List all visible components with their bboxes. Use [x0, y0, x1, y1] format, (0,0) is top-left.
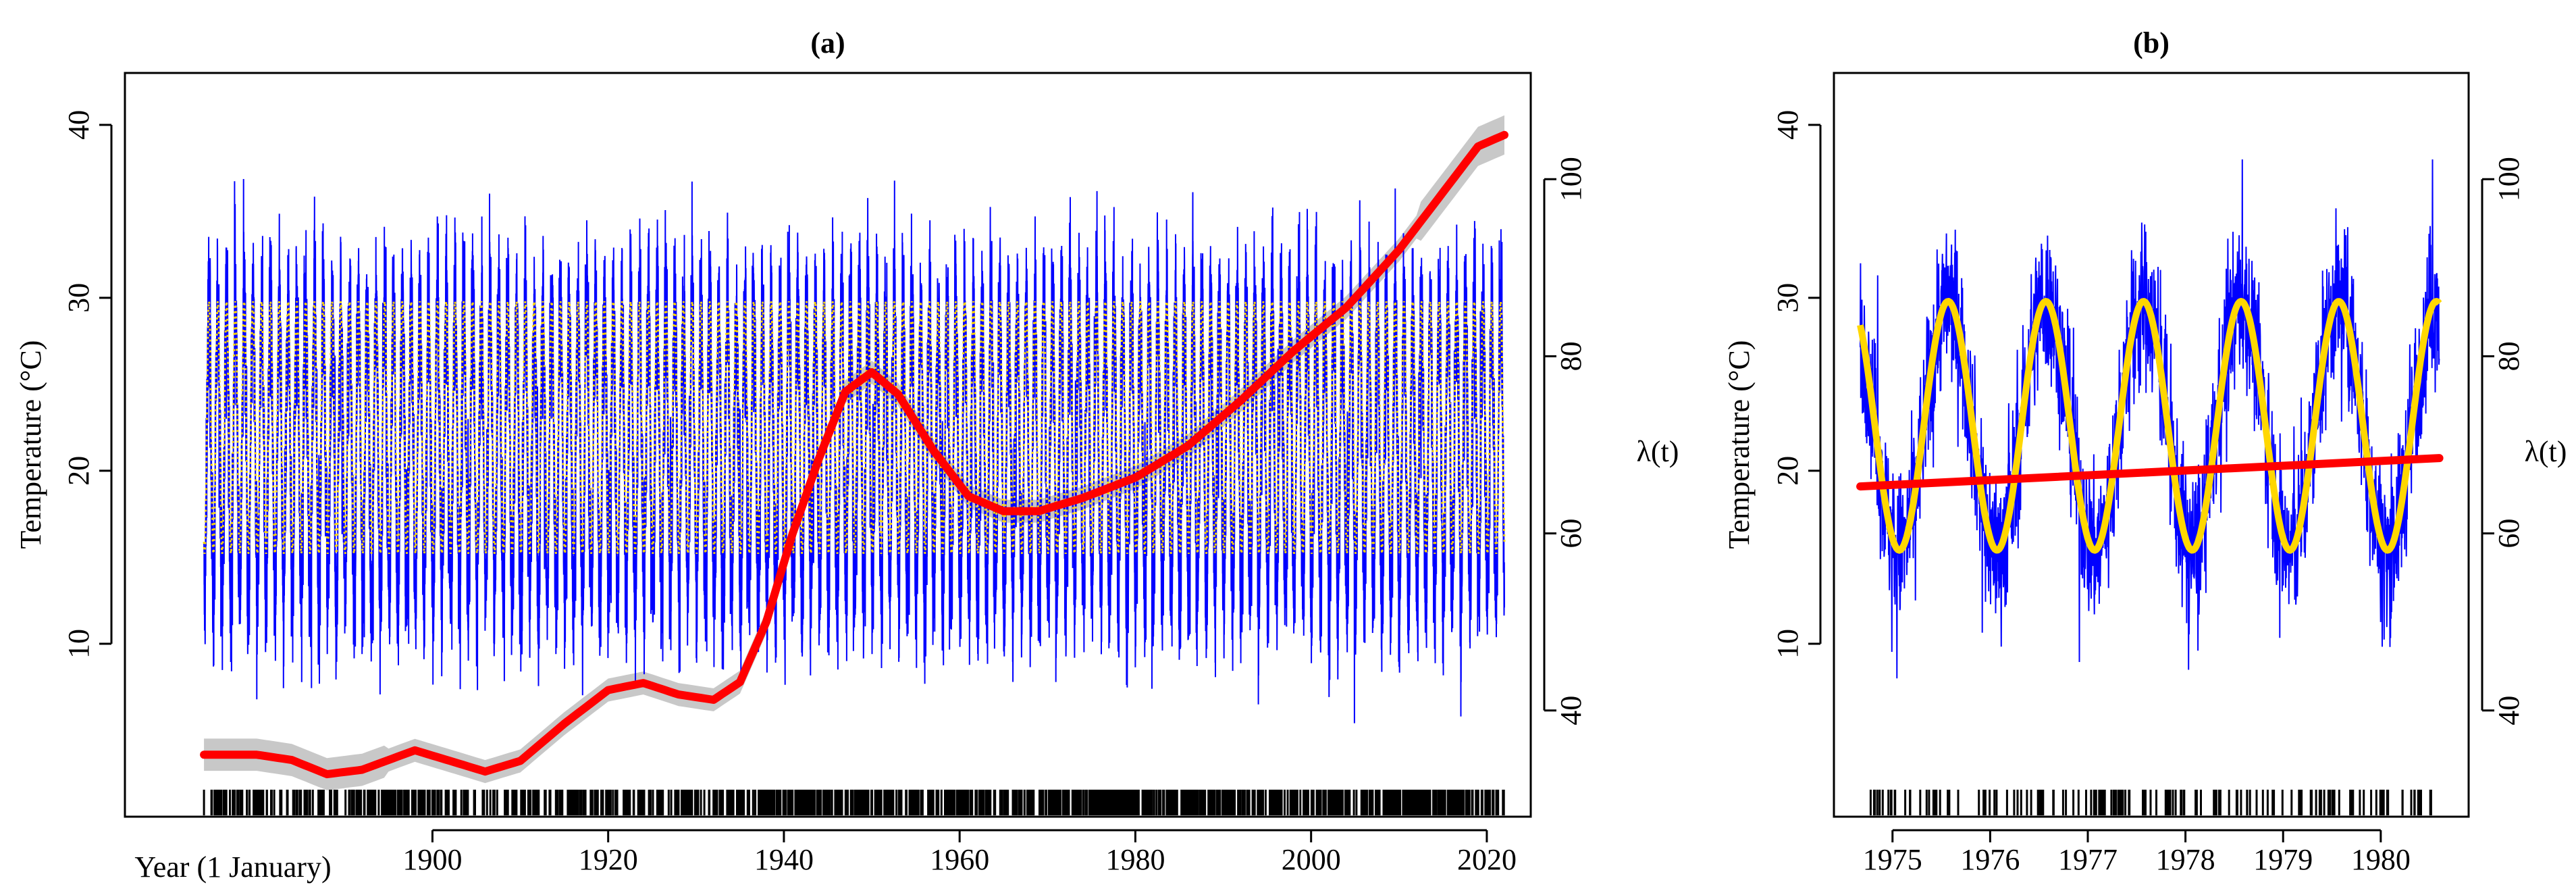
y-tick-label: 40 [1771, 110, 1804, 140]
lambda-line [1856, 454, 2444, 491]
panel-b-seasonal-fit-series [1857, 298, 2442, 554]
rug-ticks [203, 790, 1505, 815]
panel-b-y-axis: 10 20 30 40 [1771, 110, 1822, 659]
seasonal-fit-line [203, 301, 1506, 555]
y2-tick-label: 60 [2492, 519, 2525, 549]
panel-b-temperature-series [1860, 159, 2440, 679]
x-tick-label: 1920 [579, 843, 638, 876]
panel-a-x-label: Year (1 January) [134, 850, 331, 884]
y2-tick-label: 40 [1554, 696, 1587, 725]
panel-b-y-label: Temperature (°C) [1723, 340, 1756, 549]
x-tick-label: 2020 [1457, 843, 1517, 876]
y2-tick-label: 80 [2492, 341, 2525, 371]
panel-a: (a) 1900 1920 1940 1960 1980 2000 2020 10 20 30 4… [14, 26, 1679, 884]
rug-ticks [1869, 790, 2432, 815]
x-tick-label: 1975 [1863, 843, 1922, 876]
panel-a-title: (a) [810, 26, 845, 59]
panel-b-frame [1833, 72, 2470, 818]
panel-a-y2-label: λ(t) [1637, 435, 1679, 468]
panel-b-plot-area [1856, 159, 2444, 815]
panel-a-rug [203, 790, 1505, 815]
y-tick-label: 20 [62, 456, 95, 486]
x-tick-label: 1940 [754, 843, 814, 876]
panel-b: (b) 1975 1976 1977 1978 1979 1980 10 20 30 40 40… [1723, 26, 2567, 876]
seasonal-fit-line [1857, 298, 2442, 554]
panel-a-temperature-series [203, 178, 1505, 723]
panel-a-x-axis: 1900 1920 1940 1960 1980 2000 2020 [402, 829, 1517, 876]
x-tick-label: 1979 [2253, 843, 2313, 876]
y-tick-label: 40 [62, 110, 95, 140]
panel-b-lambda-series [1856, 454, 2444, 491]
panel-b-y2-axis: 40 60 80 100 [2481, 157, 2525, 725]
panel-a-plot-area [200, 115, 1508, 815]
y-tick-label: 10 [62, 629, 95, 659]
y2-tick-label: 40 [2492, 696, 2525, 725]
x-tick-label: 1976 [1960, 843, 2020, 876]
panel-a-frame [124, 72, 1532, 818]
y-tick-label: 30 [1771, 283, 1804, 313]
panel-b-x-axis: 1975 1976 1977 1978 1979 1980 [1863, 829, 2411, 876]
y-tick-label: 10 [1771, 629, 1804, 659]
x-tick-label: 1900 [402, 843, 462, 876]
panel-a-y-axis: 10 20 30 40 [62, 110, 113, 659]
panel-b-title: (b) [2133, 26, 2170, 59]
panel-b-y2-label: λ(t) [2525, 435, 2567, 468]
temperature-line [203, 178, 1505, 723]
panel-a-y2-axis: 40 60 80 100 [1543, 157, 1587, 725]
panel-a-y-label: Temperature (°C) [14, 340, 47, 549]
x-tick-label: 2000 [1282, 843, 1341, 876]
x-tick-label: 1960 [930, 843, 989, 876]
panel-b-rug [1869, 790, 2432, 815]
x-tick-label: 1977 [2058, 843, 2118, 876]
panel-a-seasonal-fit-series [203, 301, 1506, 555]
lambda-line [200, 130, 1508, 779]
panel-a-lambda-series [200, 130, 1508, 779]
x-tick-label: 1978 [2156, 843, 2215, 876]
y-tick-label: 30 [62, 283, 95, 313]
temperature-line [1860, 159, 2440, 679]
y2-tick-label: 100 [1554, 157, 1587, 201]
x-tick-label: 1980 [1105, 843, 1165, 876]
y-tick-label: 20 [1771, 456, 1804, 486]
y2-tick-label: 60 [1554, 519, 1587, 549]
y2-tick-label: 80 [1554, 341, 1587, 371]
y2-tick-label: 100 [2492, 157, 2525, 201]
x-tick-label: 1980 [2351, 843, 2411, 876]
